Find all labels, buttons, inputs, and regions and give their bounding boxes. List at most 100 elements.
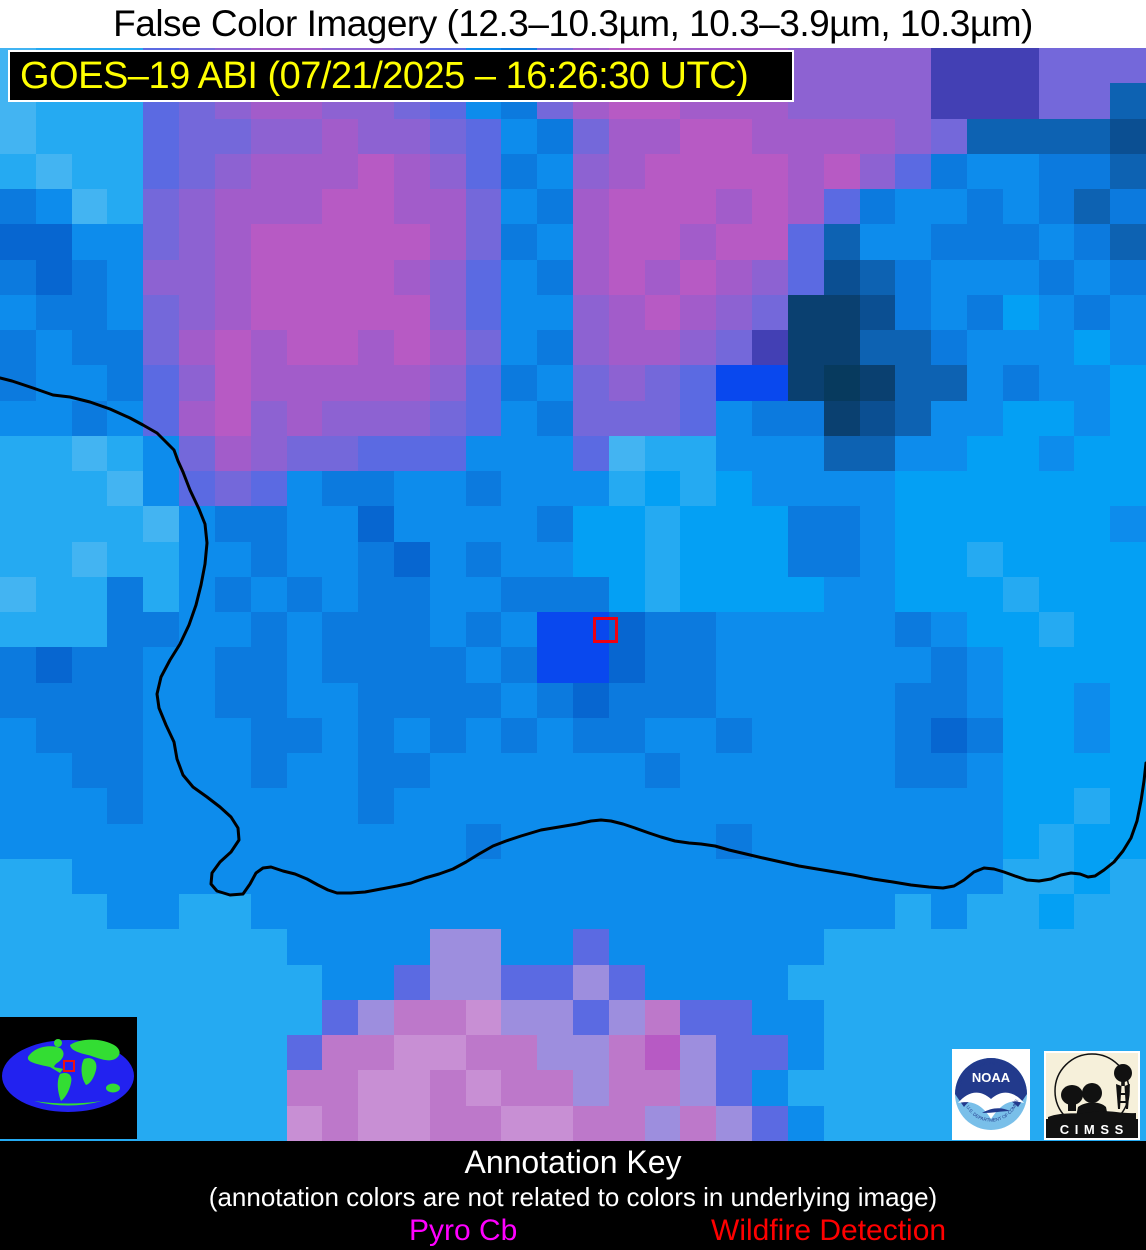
- imagery-cell: [143, 153, 180, 190]
- imagery-cell: [895, 435, 932, 472]
- imagery-cell: [823, 435, 860, 472]
- imagery-cell: [1038, 612, 1075, 648]
- imagery-cell: [1110, 894, 1146, 930]
- imagery-cell: [322, 259, 359, 295]
- imagery-cell: [214, 541, 251, 577]
- imagery-cell: [787, 999, 824, 1036]
- annotation-key-heading: Annotation Key: [464, 1144, 682, 1180]
- imagery-cell: [358, 576, 394, 613]
- imagery-cell: [752, 1105, 788, 1141]
- imagery-cell: [465, 1070, 502, 1106]
- imagery-cell: [1002, 999, 1039, 1036]
- imagery-cell: [787, 964, 824, 1000]
- imagery-cell: [895, 48, 932, 84]
- imagery-cell: [250, 1035, 287, 1071]
- imagery-cell: [358, 153, 394, 190]
- imagery-cell: [214, 506, 251, 542]
- imagery-cell: [895, 294, 932, 331]
- imagery-cell: [823, 400, 860, 436]
- imagery-cell: [787, 471, 824, 507]
- imagery-cell: [931, 294, 967, 331]
- imagery-cell: [35, 259, 72, 295]
- imagery-cell: [393, 435, 430, 472]
- imagery-cell: [0, 647, 36, 683]
- imagery-cell: [429, 647, 466, 683]
- imagery-cell: [752, 682, 788, 718]
- imagery-cell: [465, 576, 502, 613]
- imagery-cell: [752, 823, 788, 859]
- imagery-cell: [250, 858, 287, 895]
- imagery-cell: [966, 823, 1003, 859]
- imagery-cell: [71, 259, 108, 295]
- imagery-cell: [465, 471, 502, 507]
- imagery-cell: [1074, 471, 1111, 507]
- imagery-cell: [71, 647, 108, 683]
- cimss-silhouette: [1048, 1064, 1136, 1121]
- imagery-cell: [1074, 189, 1111, 225]
- imagery-cell: [465, 682, 502, 718]
- imagery-cell: [752, 189, 788, 225]
- imagery-cell: [35, 647, 72, 683]
- imagery-cell: [895, 118, 932, 154]
- imagery-cell: [608, 753, 645, 789]
- imagery-cell: [286, 964, 323, 1000]
- imagery-cell: [644, 1105, 681, 1141]
- imagery-cell: [322, 118, 359, 154]
- imagery-cell: [1002, 153, 1039, 190]
- imagery-cell: [1002, 541, 1039, 577]
- imagery-cell: [966, 788, 1003, 824]
- imagery-cell: [859, 1070, 896, 1106]
- imagery-cell: [71, 612, 108, 648]
- imagery-cell: [823, 48, 860, 84]
- imagery-cell: [35, 682, 72, 718]
- imagery-cell: [895, 330, 932, 366]
- imagery-cell: [966, 506, 1003, 542]
- imagery-cell: [716, 753, 753, 789]
- imagery-cell: [286, 1105, 323, 1141]
- imagery-cell: [71, 365, 108, 401]
- imagery-cell: [501, 153, 538, 190]
- imagery-cell: [465, 647, 502, 683]
- imagery-cell: [322, 471, 359, 507]
- imagery-cell: [1038, 576, 1075, 613]
- imagery-cell: [1002, 964, 1039, 1000]
- imagery-cell: [644, 259, 681, 295]
- imagery-cell: [214, 1105, 251, 1141]
- imagery-cell: [1110, 682, 1146, 718]
- imagery-cell: [214, 330, 251, 366]
- imagery-cell: [179, 753, 215, 789]
- imagery-cell: [895, 612, 932, 648]
- imagery-cell: [214, 894, 251, 930]
- imagery-cell: [143, 1105, 180, 1141]
- imagery-cell: [143, 1035, 180, 1071]
- imagery-cell: [823, 506, 860, 542]
- imagery-cell: [680, 1070, 717, 1106]
- imagery-cell: [1110, 717, 1146, 754]
- imagery-cell: [179, 682, 215, 718]
- imagery-cell: [859, 189, 896, 225]
- imagery-cell: [214, 294, 251, 331]
- imagery-cell: [465, 506, 502, 542]
- imagery-cell: [1038, 647, 1075, 683]
- imagery-cell: [214, 400, 251, 436]
- imagery-cell: [358, 400, 394, 436]
- imagery-cell: [787, 118, 824, 154]
- imagery-cell: [250, 259, 287, 295]
- imagery-cell: [71, 330, 108, 366]
- imagery-cell: [358, 999, 394, 1036]
- imagery-cell: [286, 612, 323, 648]
- imagery-cell: [71, 224, 108, 260]
- imagery-cell: [1074, 682, 1111, 718]
- imagery-cell: [0, 118, 36, 154]
- imagery-cell: [895, 788, 932, 824]
- imagery-cell: [859, 1105, 896, 1141]
- imagery-cell: [71, 964, 108, 1000]
- imagery-cell: [966, 999, 1003, 1036]
- imagery-cell: [71, 753, 108, 789]
- imagery-cell: [35, 823, 72, 859]
- imagery-cell: [823, 682, 860, 718]
- imagery-cell: [322, 576, 359, 613]
- imagery-cell: [0, 717, 36, 754]
- imagery-cell: [286, 189, 323, 225]
- imagery-cell: [1110, 48, 1146, 84]
